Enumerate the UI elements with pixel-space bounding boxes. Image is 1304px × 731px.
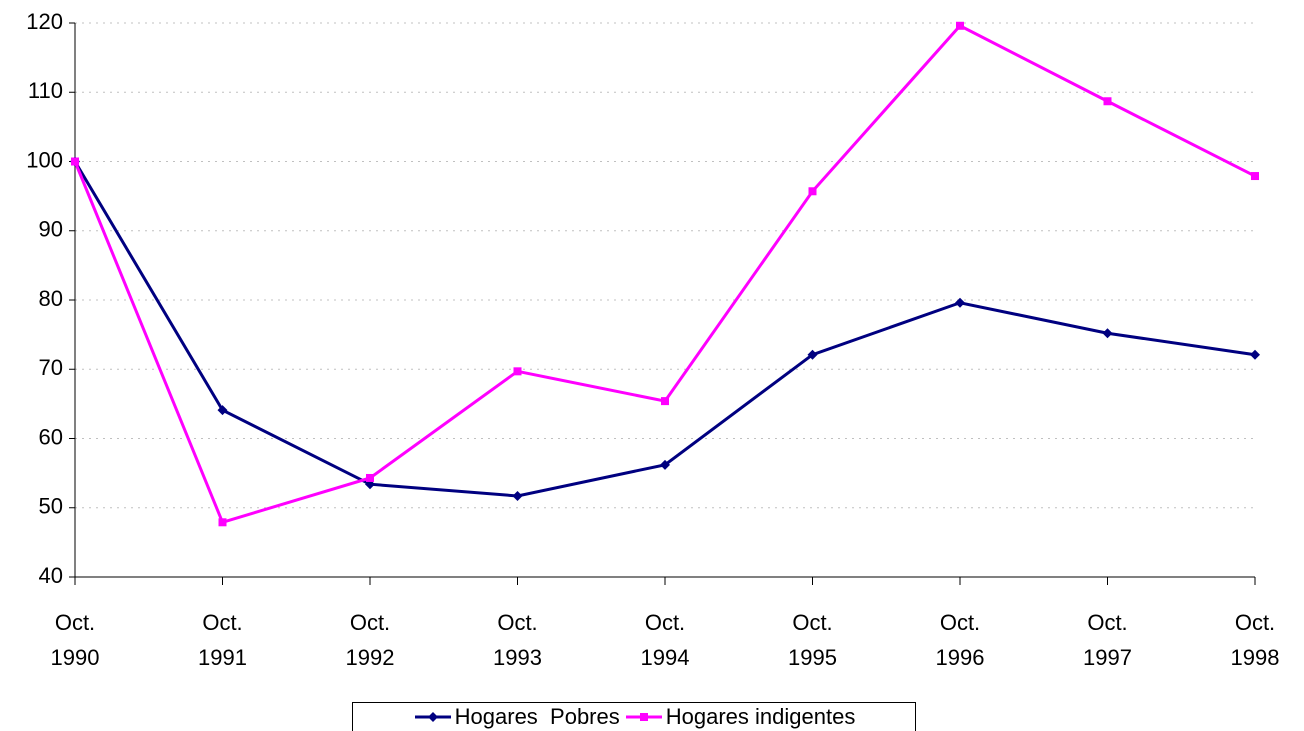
marker: [1251, 172, 1259, 181]
marker: [1103, 97, 1112, 106]
series-line: [73, 23, 1256, 525]
marker: [1250, 349, 1260, 360]
marker: [955, 297, 965, 308]
x-tick-label: Oct. 1990: [50, 610, 100, 670]
y-tick-label: 90: [39, 217, 63, 242]
x-tick-label: Oct. 1993: [493, 610, 542, 670]
legend: Hogares Pobres Hogares indigentes: [352, 702, 916, 731]
x-tick-label: Oct. 1994: [640, 610, 690, 670]
marker: [661, 397, 669, 406]
legend-label: Hogares indigentes: [665, 704, 856, 729]
x-tick-label: Oct. 1991: [198, 610, 247, 670]
legend-item: Hogares indigentes: [624, 704, 856, 730]
marker: [808, 187, 817, 196]
legend-swatch: [625, 713, 662, 721]
legend-item: Hogares Pobres: [413, 704, 620, 730]
x-tick-label: Oct. 1998: [1230, 610, 1280, 670]
y-tick-label: 40: [39, 563, 63, 588]
marker: [427, 712, 438, 722]
y-tick-label: 110: [28, 78, 63, 103]
legend-swatch: [414, 712, 451, 722]
x-tick-label: Oct. 1997: [1083, 610, 1132, 670]
x-tick-label: Oct. 1996: [935, 610, 985, 670]
marker: [71, 157, 79, 166]
legend-label: Hogares Pobres: [454, 704, 620, 729]
marker: [218, 518, 227, 527]
y-tick-label: 100: [26, 147, 63, 172]
marker: [512, 490, 523, 501]
marker: [807, 349, 818, 360]
marker: [956, 21, 964, 30]
series-line: [73, 160, 1256, 498]
y-tick-label: 60: [39, 424, 63, 449]
y-tick-label: 70: [39, 355, 63, 380]
marker: [513, 367, 522, 376]
marker: [366, 473, 374, 482]
marker: [217, 405, 228, 416]
y-tick-label: 80: [39, 286, 63, 311]
x-tick-label: Oct. 1995: [788, 610, 837, 670]
y-tick-label: 120: [26, 9, 63, 34]
marker: [639, 713, 648, 721]
y-tick-label: 50: [39, 494, 63, 519]
marker: [1102, 328, 1113, 339]
x-tick-label: Oct. 1992: [345, 610, 395, 670]
marker: [660, 459, 670, 470]
